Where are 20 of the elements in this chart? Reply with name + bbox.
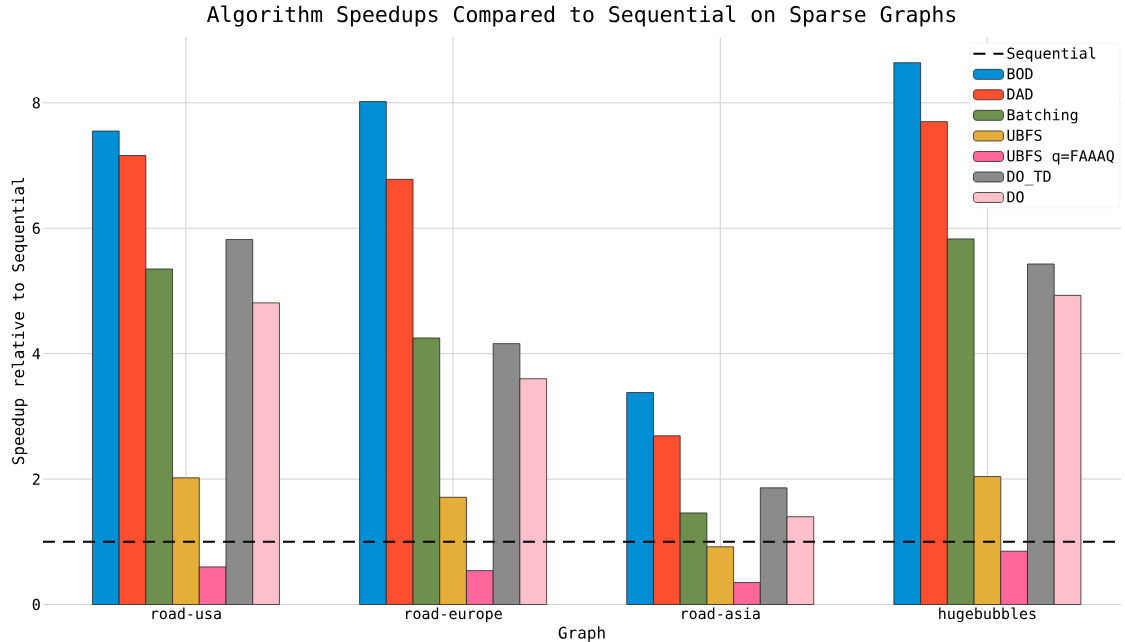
x-tick-label: road-europe bbox=[406, 607, 502, 623]
y-tick-label: 0 bbox=[32, 598, 40, 611]
y-tick-label: 8 bbox=[32, 97, 40, 109]
legend-label: Batching bbox=[1007, 108, 1078, 124]
y-tick-label: 2 bbox=[32, 473, 40, 485]
chart-title: Algorithm Speedups Compared to Sequential on Sparse Graphs bbox=[207, 5, 956, 27]
legend-label: BOD bbox=[1007, 68, 1033, 80]
legend-label: DO_TD bbox=[1007, 170, 1051, 186]
x-tick-label: hugebubbles bbox=[939, 607, 1036, 623]
y-tick-label: 6 bbox=[32, 222, 40, 234]
y-tick-label: 4 bbox=[32, 348, 41, 360]
legend-label: UBFS bbox=[1007, 129, 1042, 141]
legend-label: Sequential bbox=[1007, 47, 1096, 62]
x-tick-label: road-usa bbox=[152, 607, 221, 620]
legend-label: DAD bbox=[1007, 88, 1033, 100]
legend-label: UBFS q=FAAAQ bbox=[1007, 150, 1114, 165]
y-axis-title: Speedup relative to Sequential bbox=[11, 177, 28, 465]
x-axis-title: Graph bbox=[558, 626, 605, 642]
legend-label: DO bbox=[1007, 191, 1024, 203]
x-tick-label: road-asia bbox=[682, 607, 760, 620]
